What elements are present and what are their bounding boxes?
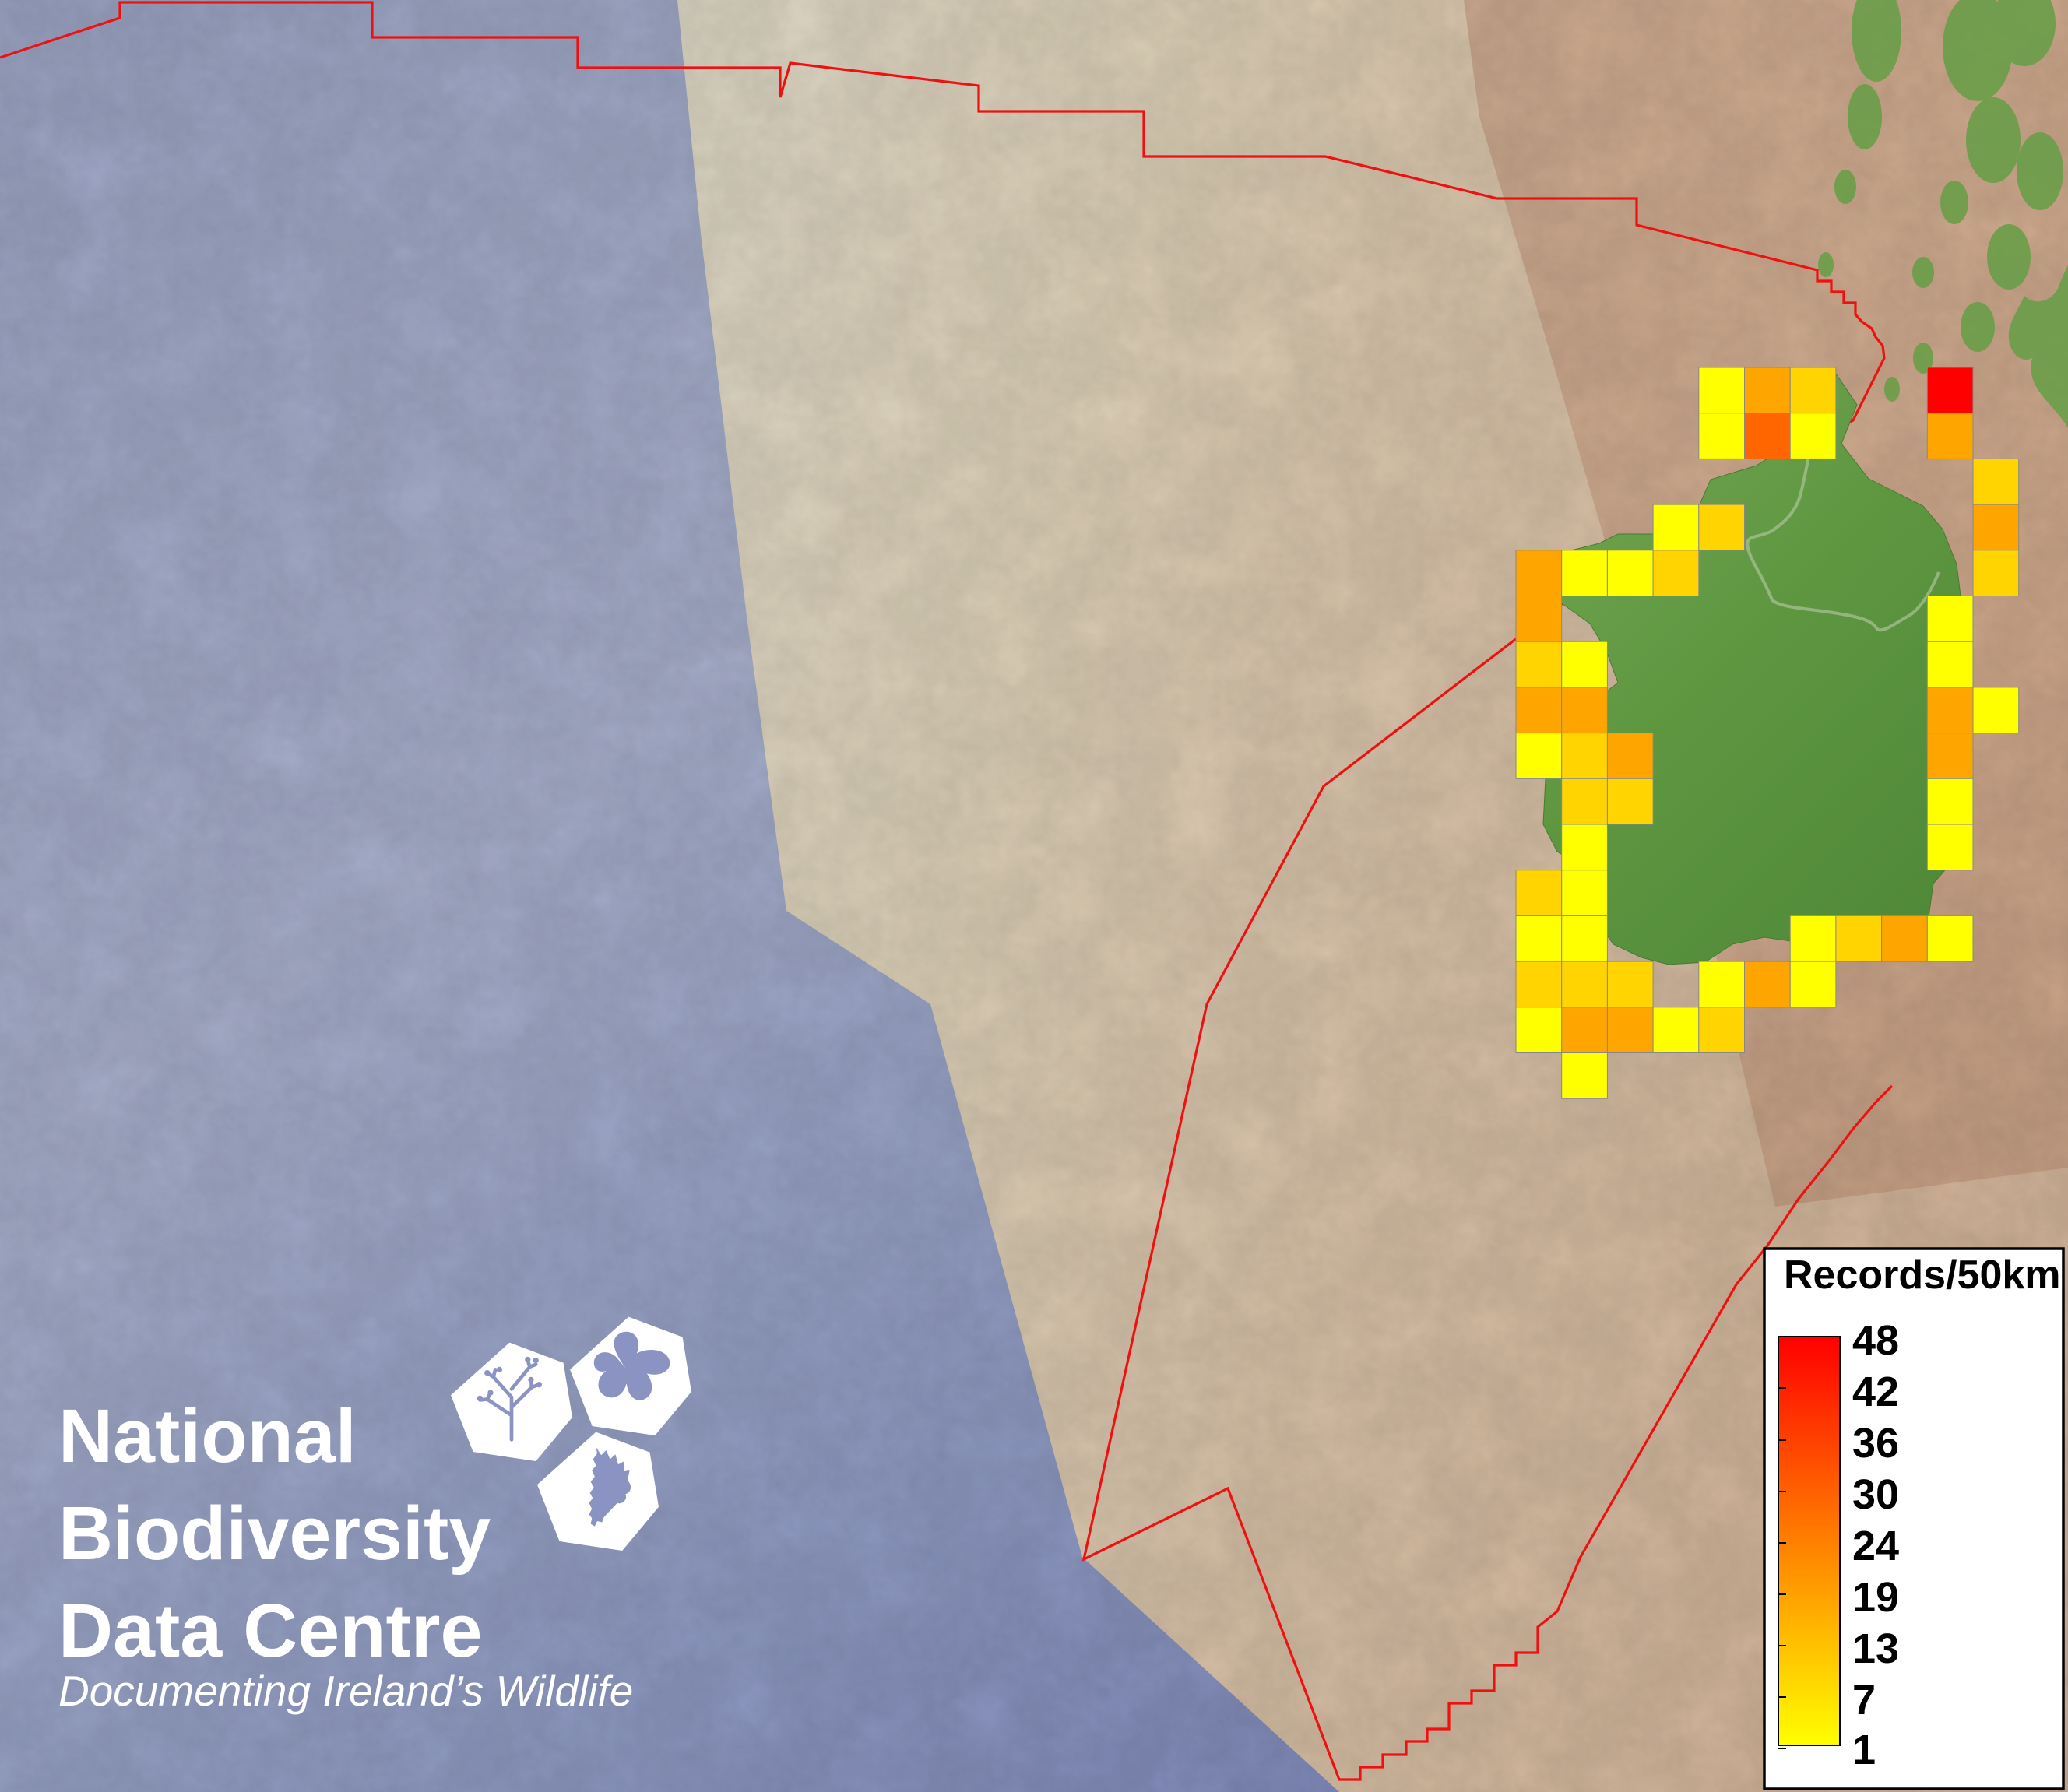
svg-text:13: 13 — [1852, 1625, 1899, 1672]
svg-text:Documenting Ireland’s Wildlife: Documenting Ireland’s Wildlife — [58, 1667, 633, 1715]
svg-text:Data Centre: Data Centre — [58, 1588, 482, 1673]
svg-text:19: 19 — [1852, 1574, 1899, 1621]
svg-text:National: National — [58, 1393, 357, 1478]
svg-text:7: 7 — [1852, 1677, 1876, 1723]
svg-text:36: 36 — [1852, 1420, 1899, 1467]
svg-text:Biodiversity: Biodiversity — [58, 1491, 491, 1576]
svg-text:48: 48 — [1852, 1317, 1899, 1364]
svg-text:42: 42 — [1852, 1369, 1899, 1415]
svg-text:30: 30 — [1852, 1471, 1899, 1518]
svg-text:Records/50km: Records/50km — [1784, 1253, 2061, 1298]
svg-text:1: 1 — [1852, 1727, 1876, 1773]
svg-text:24: 24 — [1852, 1523, 1899, 1569]
